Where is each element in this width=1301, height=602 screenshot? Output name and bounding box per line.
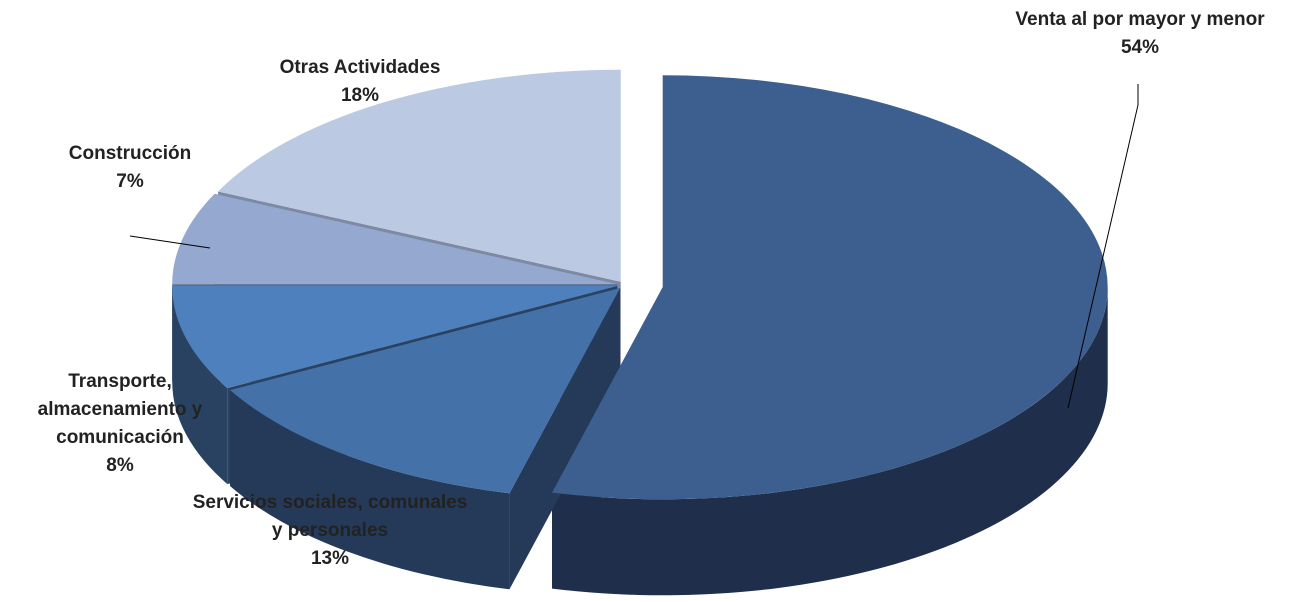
label-servicios-name: Servicios sociales, comunales y personal… [192, 492, 468, 541]
slice-side-servicios [230, 390, 510, 590]
label-otras-percent: 18% [340, 85, 380, 106]
slice-transporte [172, 285, 618, 389]
label-transporte: Transporte, almacenamiento y comunicació… [20, 368, 220, 480]
slice-construccion [172, 193, 618, 285]
slice-side-venta [552, 287, 1108, 596]
leader-lines [129, 84, 1139, 409]
slice-servicios [230, 288, 621, 494]
label-construccion: Construcción 7% [50, 140, 210, 196]
slice-side-transporte [172, 285, 228, 485]
label-construccion-name: Construcción [68, 143, 192, 164]
label-transporte-name: Transporte, almacenamiento y comunicació… [37, 371, 203, 448]
slice-venta [552, 75, 1108, 500]
leader-line-venta [1067, 84, 1139, 409]
label-transporte-percent: 8% [106, 455, 134, 476]
label-venta-percent: 54% [1120, 37, 1160, 58]
slice-cut-servicios-start [509, 288, 621, 590]
label-otras-name: Otras Actividades [279, 57, 441, 78]
label-venta: Venta al por mayor y menor 54% [980, 6, 1300, 62]
pie-tops [172, 69, 1108, 500]
slice-otras [218, 69, 621, 282]
label-servicios: Servicios sociales, comunales y personal… [190, 489, 470, 573]
label-otras: Otras Actividades 18% [250, 54, 470, 110]
label-venta-name: Venta al por mayor y menor [1015, 9, 1265, 30]
label-construccion-percent: 7% [116, 171, 144, 192]
leader-line-construccion [129, 235, 211, 249]
label-servicios-percent: 13% [310, 548, 350, 569]
